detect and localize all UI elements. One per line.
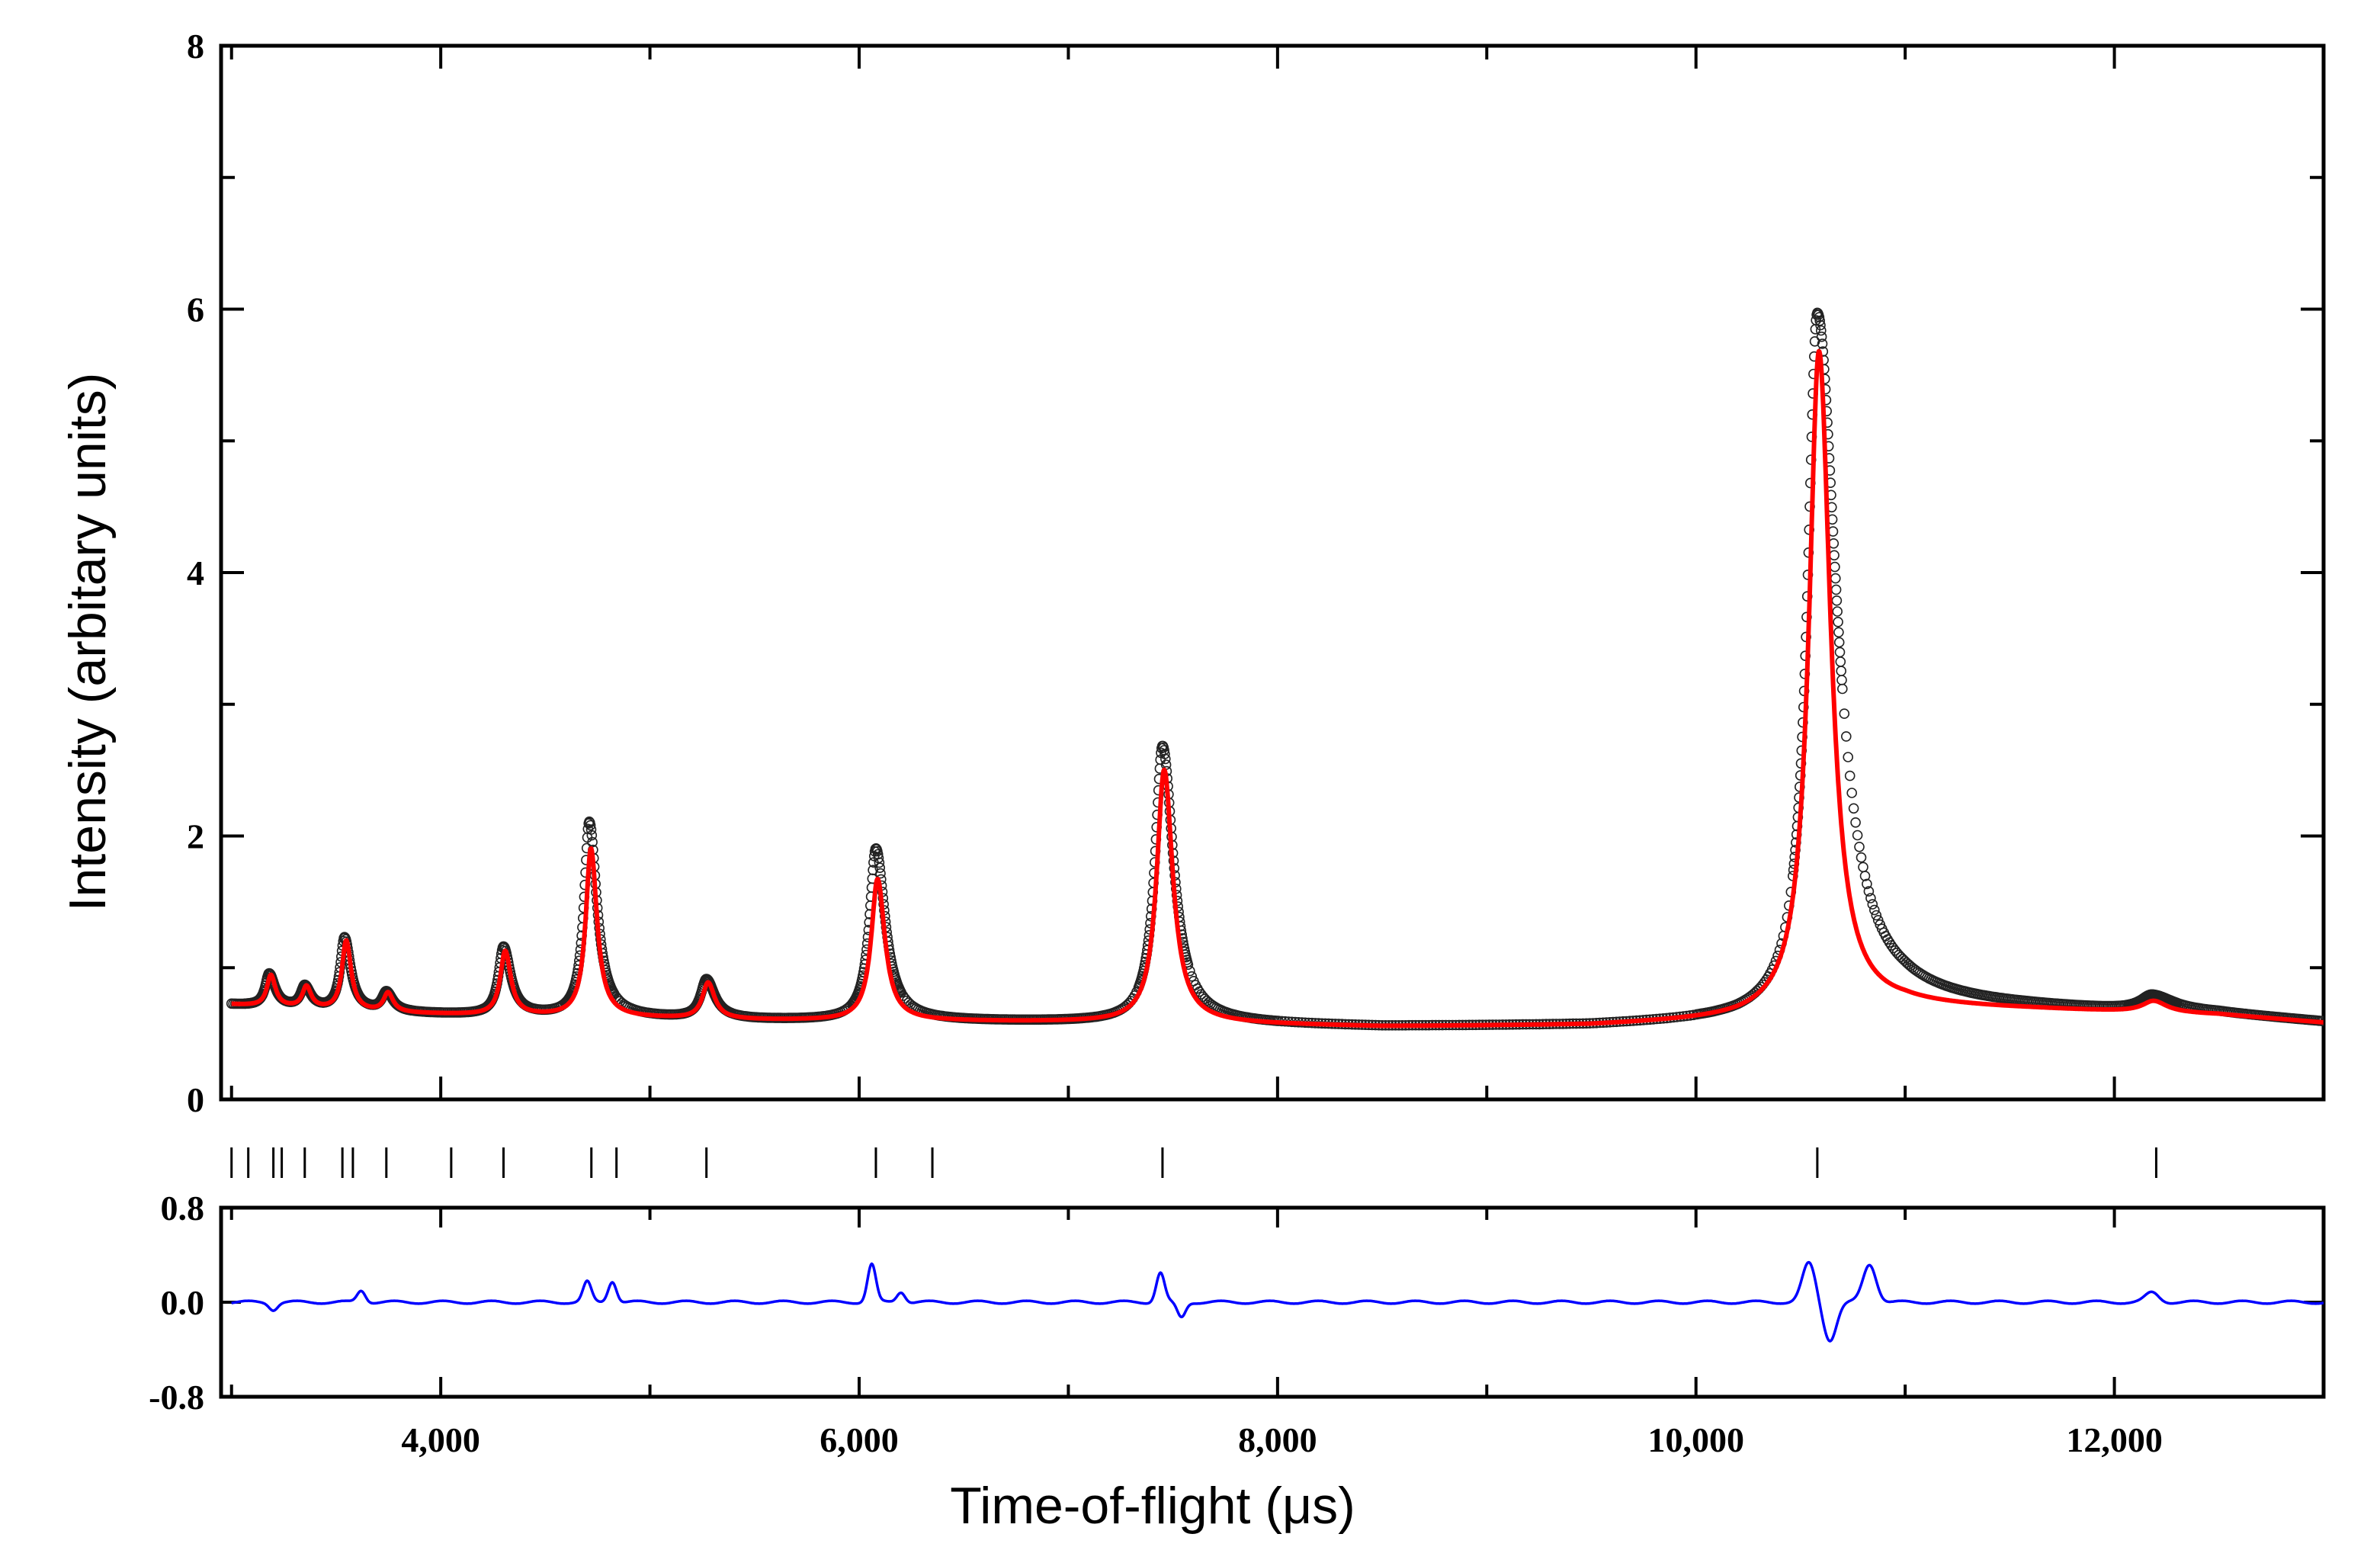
observed-point	[586, 830, 598, 841]
observed-point	[1895, 952, 1907, 962]
observed-point	[1899, 955, 1910, 966]
x-tick-label: 6,000	[820, 1420, 899, 1459]
observed-point	[585, 824, 597, 835]
observed-point	[1884, 937, 1895, 948]
observed-point	[1886, 940, 1897, 951]
observed-point	[1833, 616, 1843, 627]
observed-point	[1831, 595, 1843, 606]
observed-point	[1814, 312, 1825, 323]
observed-point	[874, 862, 885, 873]
observed-point	[1836, 666, 1846, 676]
x-tick-label: 8,000	[1238, 1420, 1317, 1459]
observed-point	[1817, 339, 1828, 349]
observed-point	[1160, 749, 1170, 759]
observed-point	[873, 852, 884, 864]
main-panel: 0 2 4 6 8	[187, 27, 2326, 1119]
observed-point	[1852, 830, 1863, 841]
calculated-series	[229, 348, 2324, 1029]
x-axis: 4,000 6,000 8,000 10,000 12,000	[229, 46, 2325, 1459]
main-y-tick-label: 6	[187, 290, 204, 329]
x-tick-label: 10,000	[1647, 1420, 1744, 1459]
observed-point	[1894, 949, 1904, 961]
reflection-markers	[230, 1147, 2157, 1178]
observed-point	[1834, 647, 1846, 658]
x-tick-label: 12,000	[2066, 1420, 2163, 1459]
observed-point	[1850, 817, 1861, 828]
observed-point	[1837, 683, 1848, 695]
observed-point	[1867, 899, 1878, 910]
observed-point	[1830, 573, 1841, 584]
main-y-tick-label: 8	[187, 27, 204, 66]
x-tick-label: 4,000	[401, 1420, 480, 1459]
observed-point	[1856, 852, 1867, 863]
observed-point	[1844, 770, 1856, 781]
observed-series	[226, 307, 2324, 1031]
observed-point	[1862, 878, 1872, 890]
observed-point	[1833, 627, 1844, 638]
diff-y-tick-label: 0.8	[161, 1189, 205, 1227]
observed-point	[1854, 842, 1865, 852]
observed-point	[1841, 731, 1852, 742]
observed-point	[1846, 788, 1857, 798]
observed-point	[1839, 708, 1850, 719]
observed-point	[1848, 803, 1859, 814]
observed-point	[1858, 862, 1868, 873]
observed-point	[1199, 993, 1211, 1004]
y-axis-title: Intensity (arbitary units)	[59, 373, 117, 912]
x-axis-title: Time-of-flight (μs)	[950, 1477, 1355, 1535]
observed-point	[901, 995, 913, 1006]
observed-point	[1816, 331, 1827, 342]
observed-point	[1869, 904, 1880, 916]
observed-point	[1859, 871, 1871, 881]
observed-point	[874, 857, 885, 868]
diff-y-tick-label: 0.0	[161, 1283, 205, 1322]
observed-point	[1832, 606, 1843, 617]
observed-point	[1835, 656, 1846, 667]
difference-series	[231, 1260, 2324, 1343]
observed-point	[1816, 325, 1827, 336]
observed-point	[1829, 550, 1840, 561]
observed-point	[1828, 538, 1840, 549]
observed-point	[1160, 753, 1171, 765]
diff-y-tick-label: -0.8	[149, 1378, 204, 1417]
observed-point	[585, 820, 596, 831]
observed-point	[1871, 910, 1882, 921]
main-y-tick-label: 2	[187, 817, 204, 856]
observed-point	[1833, 637, 1845, 648]
observed-point	[1814, 315, 1825, 326]
observed-point	[1830, 584, 1842, 595]
observed-point	[1830, 561, 1840, 573]
main-y-tick-label: 0	[187, 1080, 204, 1119]
observed-point	[1836, 675, 1847, 685]
observed-point	[1863, 886, 1875, 897]
observed-point	[875, 868, 886, 879]
difference-panel: -0.8 0.0 0.8	[149, 1189, 2326, 1417]
observed-point	[1843, 752, 1853, 762]
observed-point	[1865, 893, 1876, 903]
main-y-tick-label: 4	[187, 554, 204, 592]
observed-point	[1815, 319, 1826, 331]
observed-point	[1897, 953, 1908, 964]
main-plot-frame	[219, 43, 2326, 1102]
